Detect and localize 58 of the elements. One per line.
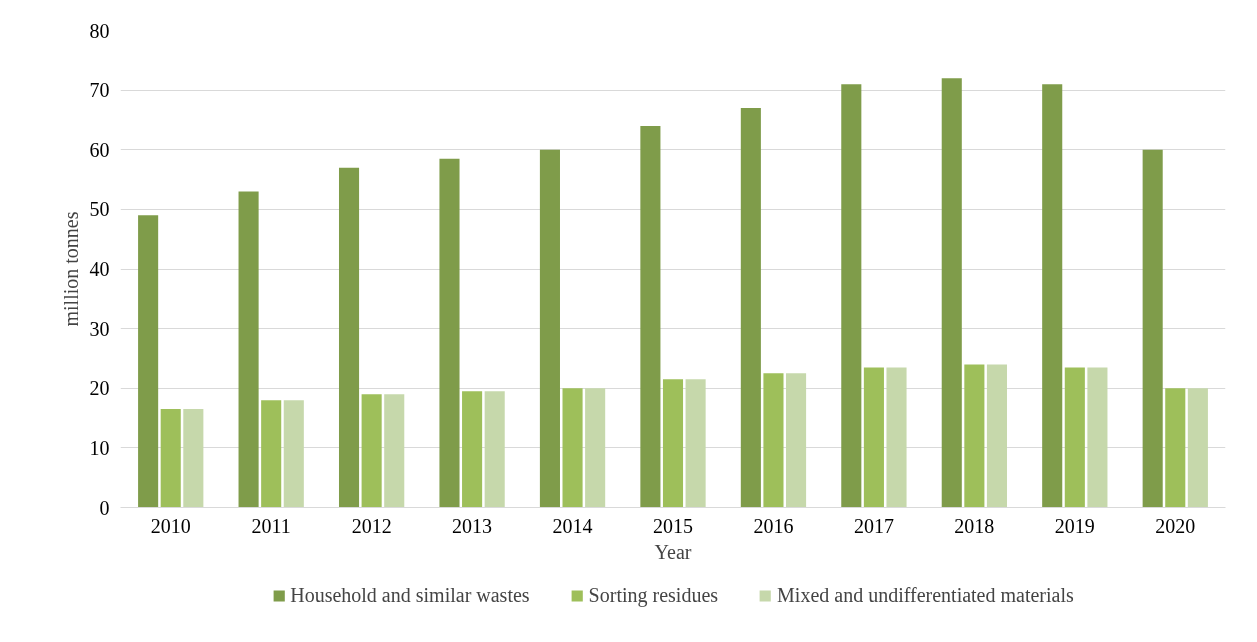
x-tick-label: 2020 [1155, 514, 1196, 537]
y-tick-label: 20 [89, 377, 110, 400]
bar [1087, 367, 1108, 508]
bar [941, 78, 962, 508]
bar [138, 215, 159, 508]
x-tick-label: 2013 [452, 514, 493, 537]
x-tick-label: 2012 [351, 514, 392, 537]
bar [662, 379, 684, 508]
y-axis-title: million tonnes [59, 211, 82, 327]
y-tick-label: 30 [89, 317, 110, 340]
bar [183, 409, 204, 508]
bar [1165, 388, 1186, 508]
x-tick-label: 2014 [552, 514, 593, 537]
bar [1064, 367, 1085, 508]
bar [283, 400, 304, 508]
bar [384, 394, 405, 508]
y-tick-label: 0 [99, 496, 110, 519]
x-tick-label: 2019 [1054, 514, 1095, 537]
bar [562, 388, 583, 508]
bar [1042, 84, 1063, 508]
bar [1187, 388, 1208, 508]
y-tick-label: 10 [89, 436, 110, 459]
bar [763, 373, 784, 508]
bar [841, 84, 862, 508]
bar [484, 391, 505, 508]
bar [462, 391, 483, 508]
bar [685, 379, 706, 508]
bar [261, 400, 282, 508]
bar [238, 191, 259, 508]
bar [361, 394, 382, 508]
y-tick-label: 40 [89, 258, 110, 280]
x-tick-label: 2017 [853, 514, 894, 537]
bar [640, 125, 661, 508]
x-axis-title: Year [654, 540, 692, 563]
y-tick-label: 50 [89, 198, 110, 221]
x-tick-label: 2015 [653, 514, 693, 537]
legend-label: Sorting residues [588, 583, 719, 607]
x-tick-label: 2010 [150, 514, 191, 537]
x-tick-label: 2018 [954, 514, 995, 537]
bar [1142, 149, 1163, 508]
bar [160, 409, 181, 508]
bar [539, 149, 560, 508]
x-tick-label: 2011 [251, 514, 291, 537]
bar [585, 388, 606, 508]
bar [439, 158, 460, 508]
bar [863, 367, 884, 508]
bar [886, 367, 907, 508]
x-tick-label: 2016 [753, 514, 794, 537]
y-tick-label: 60 [89, 138, 110, 161]
bar [986, 364, 1008, 508]
bar [740, 108, 761, 508]
y-tick-label: 80 [89, 19, 110, 42]
bar [338, 167, 360, 508]
bar [964, 364, 985, 508]
legend-label: Household and similar wastes [290, 583, 530, 607]
bar [786, 373, 807, 508]
legend-label: Mixed and undifferentiated materials [777, 583, 1074, 607]
y-tick-label: 70 [89, 79, 110, 102]
